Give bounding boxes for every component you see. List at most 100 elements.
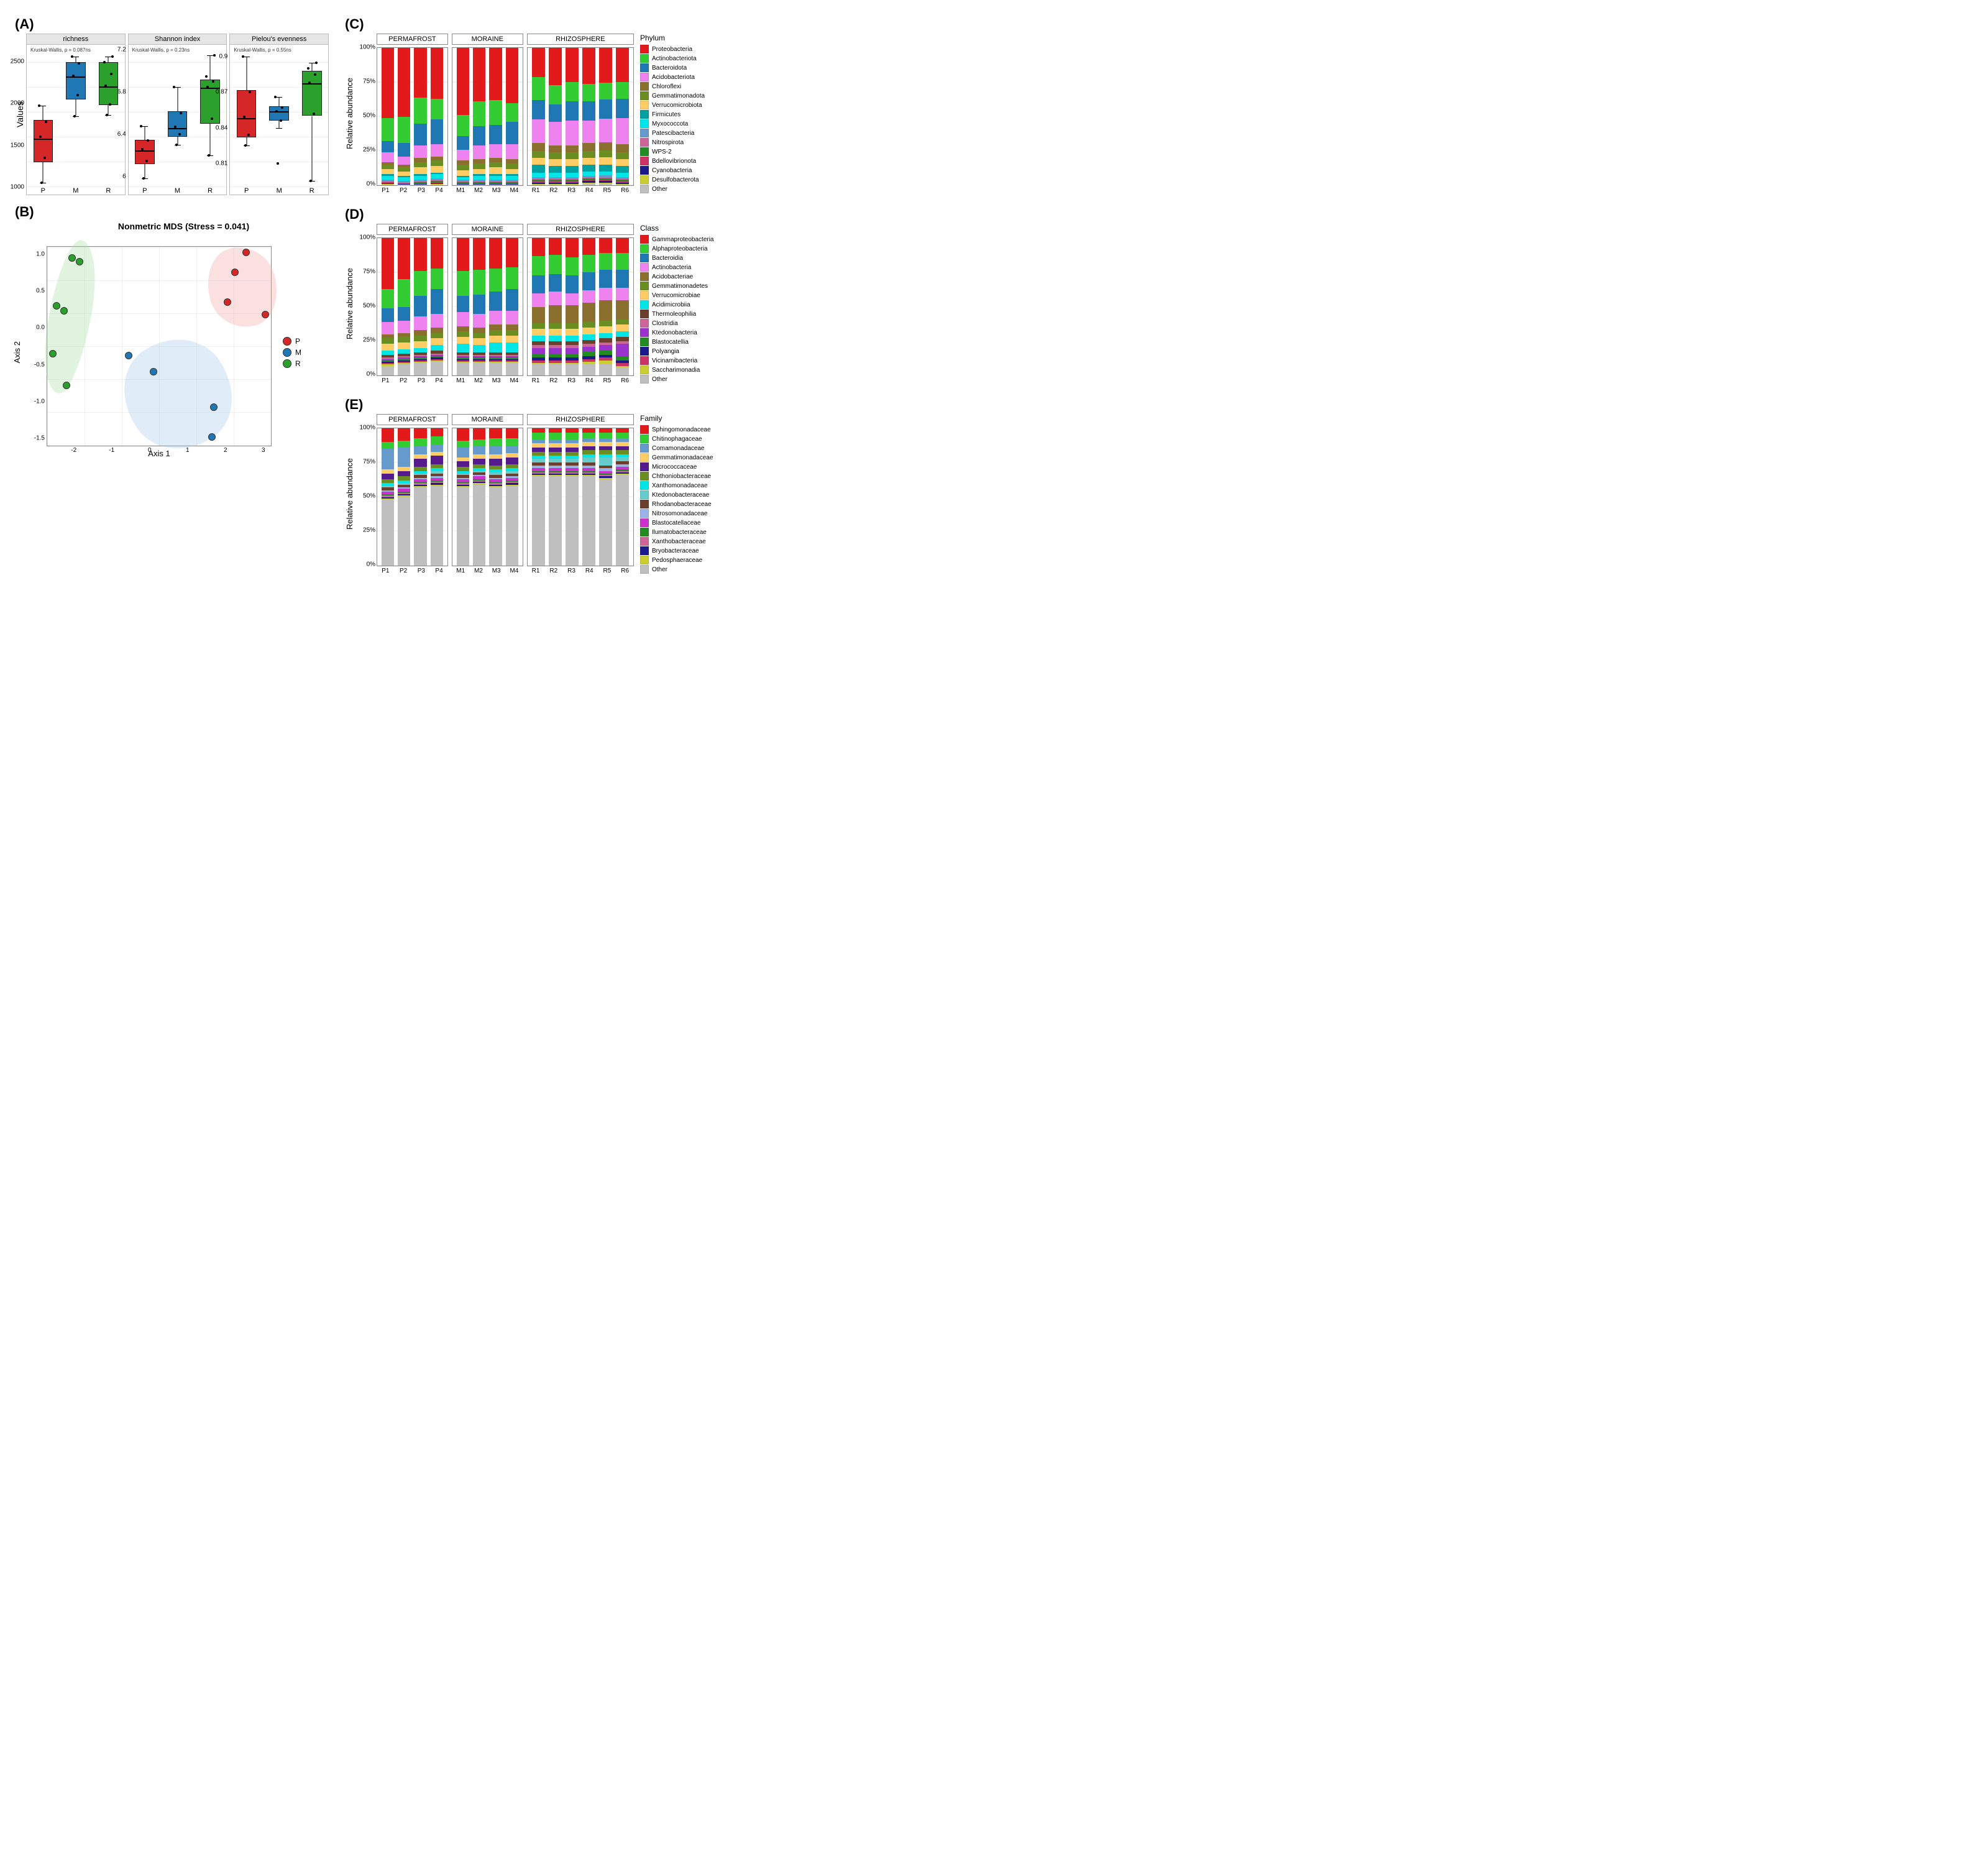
legend-label: Other bbox=[652, 376, 667, 383]
segment-Acidobacteriota bbox=[549, 122, 562, 145]
segment-Bacteroidota bbox=[506, 122, 518, 144]
boxplot-title: richness bbox=[27, 34, 125, 45]
segment-Myxococcota bbox=[599, 172, 612, 176]
legend-label: Sphingomonadaceae bbox=[652, 426, 711, 433]
segment-Chloroflexi bbox=[582, 143, 595, 151]
segment-Other bbox=[616, 367, 629, 375]
segment-Chloroflexi bbox=[599, 142, 612, 150]
segment-Chitinophagaceae bbox=[549, 433, 562, 439]
segment-Verrucomicrobiae bbox=[473, 338, 485, 345]
bar-R3 bbox=[564, 428, 580, 566]
segment-Bacteroidia bbox=[566, 275, 579, 293]
stack-facets: PERMAFROSTP1P2P3P4MORAINEM1M2M3M4RHIZOSP… bbox=[377, 414, 634, 574]
legend-label: Chthoniobacteraceae bbox=[652, 473, 711, 480]
data-point bbox=[280, 119, 282, 122]
legend-item: Cyanobacteria bbox=[640, 166, 733, 175]
data-point bbox=[72, 75, 75, 77]
nmds-point-R bbox=[53, 302, 60, 310]
legend-label: Chloroflexi bbox=[652, 83, 681, 90]
nmds-point-M bbox=[125, 352, 132, 359]
segment-Gemmatimonadaceae bbox=[414, 454, 426, 459]
ytick: 0% bbox=[367, 561, 375, 568]
ytick: 75% bbox=[363, 459, 375, 466]
nmds-point-M bbox=[150, 368, 157, 375]
segment-Chthoniobacteraceae bbox=[549, 452, 562, 456]
segment-Gemmatimonadaceae bbox=[549, 443, 562, 448]
segment-Actinobacteria bbox=[431, 314, 443, 328]
segment-Bacteroidia bbox=[616, 270, 629, 288]
legend-label: Gemmatimonadetes bbox=[652, 283, 708, 290]
segment-Verrucomicrobiae bbox=[398, 343, 410, 349]
legend-swatch bbox=[640, 518, 649, 527]
ytick: 25% bbox=[363, 337, 375, 344]
segment-Micrococcaceae bbox=[566, 448, 579, 452]
legend-item: Acidobacteriota bbox=[640, 73, 733, 81]
xtick: R1 bbox=[527, 377, 545, 384]
segment-Gammaproteobacteria bbox=[382, 238, 394, 289]
legend-label: Gemmatimonadota bbox=[652, 93, 705, 99]
segment-Bacteroidota bbox=[414, 124, 426, 145]
ytick: 0.0 bbox=[36, 324, 45, 331]
segment-Gammaproteobacteria bbox=[506, 238, 518, 267]
facet-title: MORAINE bbox=[452, 414, 523, 425]
segment-Acidobacteriota bbox=[506, 144, 518, 159]
segment-Chloroflexi bbox=[473, 159, 485, 163]
segment-Myxococcota bbox=[616, 173, 629, 177]
legend-swatch bbox=[640, 185, 649, 193]
facet-permafrost: PERMAFROSTP1P2P3P4 bbox=[377, 34, 448, 194]
data-point bbox=[173, 86, 175, 88]
box-P bbox=[237, 90, 257, 137]
bar-M4 bbox=[504, 48, 520, 185]
segment-Acidobacteriota bbox=[473, 145, 485, 159]
segment-Chitinophagaceae bbox=[457, 441, 469, 448]
segment-Verrucomicrobiae bbox=[382, 344, 394, 351]
right-column: (C) Relative abundance0%25%50%75%100%PER… bbox=[342, 12, 733, 583]
segment-Alphaproteobacteria bbox=[431, 269, 443, 289]
segment-Micrococcaceae bbox=[506, 458, 518, 464]
segment-Myxococcota bbox=[398, 177, 410, 182]
legend-swatch bbox=[640, 73, 649, 81]
segment-Gemmatimonadaceae bbox=[457, 458, 469, 462]
segment-Acidobacteriae bbox=[506, 324, 518, 330]
legend-label: Ktedonobacteria bbox=[652, 329, 697, 336]
nmds-point-R bbox=[49, 350, 57, 357]
segment-Gemmatimonadetes bbox=[599, 321, 612, 326]
segment-Other bbox=[566, 364, 579, 375]
legend-label: Gammaproteobacteria bbox=[652, 236, 714, 243]
legend-swatch bbox=[640, 101, 649, 109]
segment-Other bbox=[431, 486, 443, 566]
kruskal-wallis-text: Kruskal-Wallis, p = 0.087ns bbox=[30, 47, 91, 53]
xtick: M2 bbox=[470, 187, 488, 194]
xtick: R bbox=[92, 187, 125, 195]
legend-item: Ktedonobacteraceae bbox=[640, 490, 733, 499]
bar-R4 bbox=[580, 428, 597, 566]
legend-item: Nitrosomonadaceae bbox=[640, 509, 733, 518]
legend-swatch bbox=[640, 472, 649, 480]
segment-Bacteroidota bbox=[549, 104, 562, 122]
nmds-point-R bbox=[63, 382, 70, 389]
stack-ylabel: Relative abundance bbox=[342, 224, 354, 384]
segment-Bacteroidota bbox=[382, 141, 394, 152]
bar-P2 bbox=[396, 428, 412, 566]
legend-label: Acidobacteriae bbox=[652, 274, 693, 280]
segment-Sphingomonadaceae bbox=[616, 428, 629, 433]
legend-item: Gemmatimonadota bbox=[640, 91, 733, 100]
segment-Alphaproteobacteria bbox=[473, 270, 485, 295]
segment-Gemmatimonadaceae bbox=[398, 467, 410, 471]
nmds-point-P bbox=[224, 298, 231, 306]
bar-M4 bbox=[504, 428, 520, 566]
segment-Proteobacteria bbox=[506, 48, 518, 103]
segment-Bacteroidia bbox=[398, 307, 410, 321]
segment-Chthoniobacteraceae bbox=[473, 464, 485, 469]
segment-Other bbox=[582, 364, 595, 375]
segment-Acidobacteriae bbox=[431, 328, 443, 333]
nmds-point-M bbox=[210, 403, 218, 411]
legend-swatch bbox=[640, 338, 649, 346]
segment-Alphaproteobacteria bbox=[616, 253, 629, 270]
xtick: M1 bbox=[452, 377, 470, 384]
segment-Acidobacteriae bbox=[382, 334, 394, 339]
bar-R1 bbox=[530, 238, 547, 375]
legend-label: Proteobacteria bbox=[652, 46, 692, 53]
legend-label: Acidobacteriota bbox=[652, 74, 695, 81]
facet-title: MORAINE bbox=[452, 34, 523, 45]
